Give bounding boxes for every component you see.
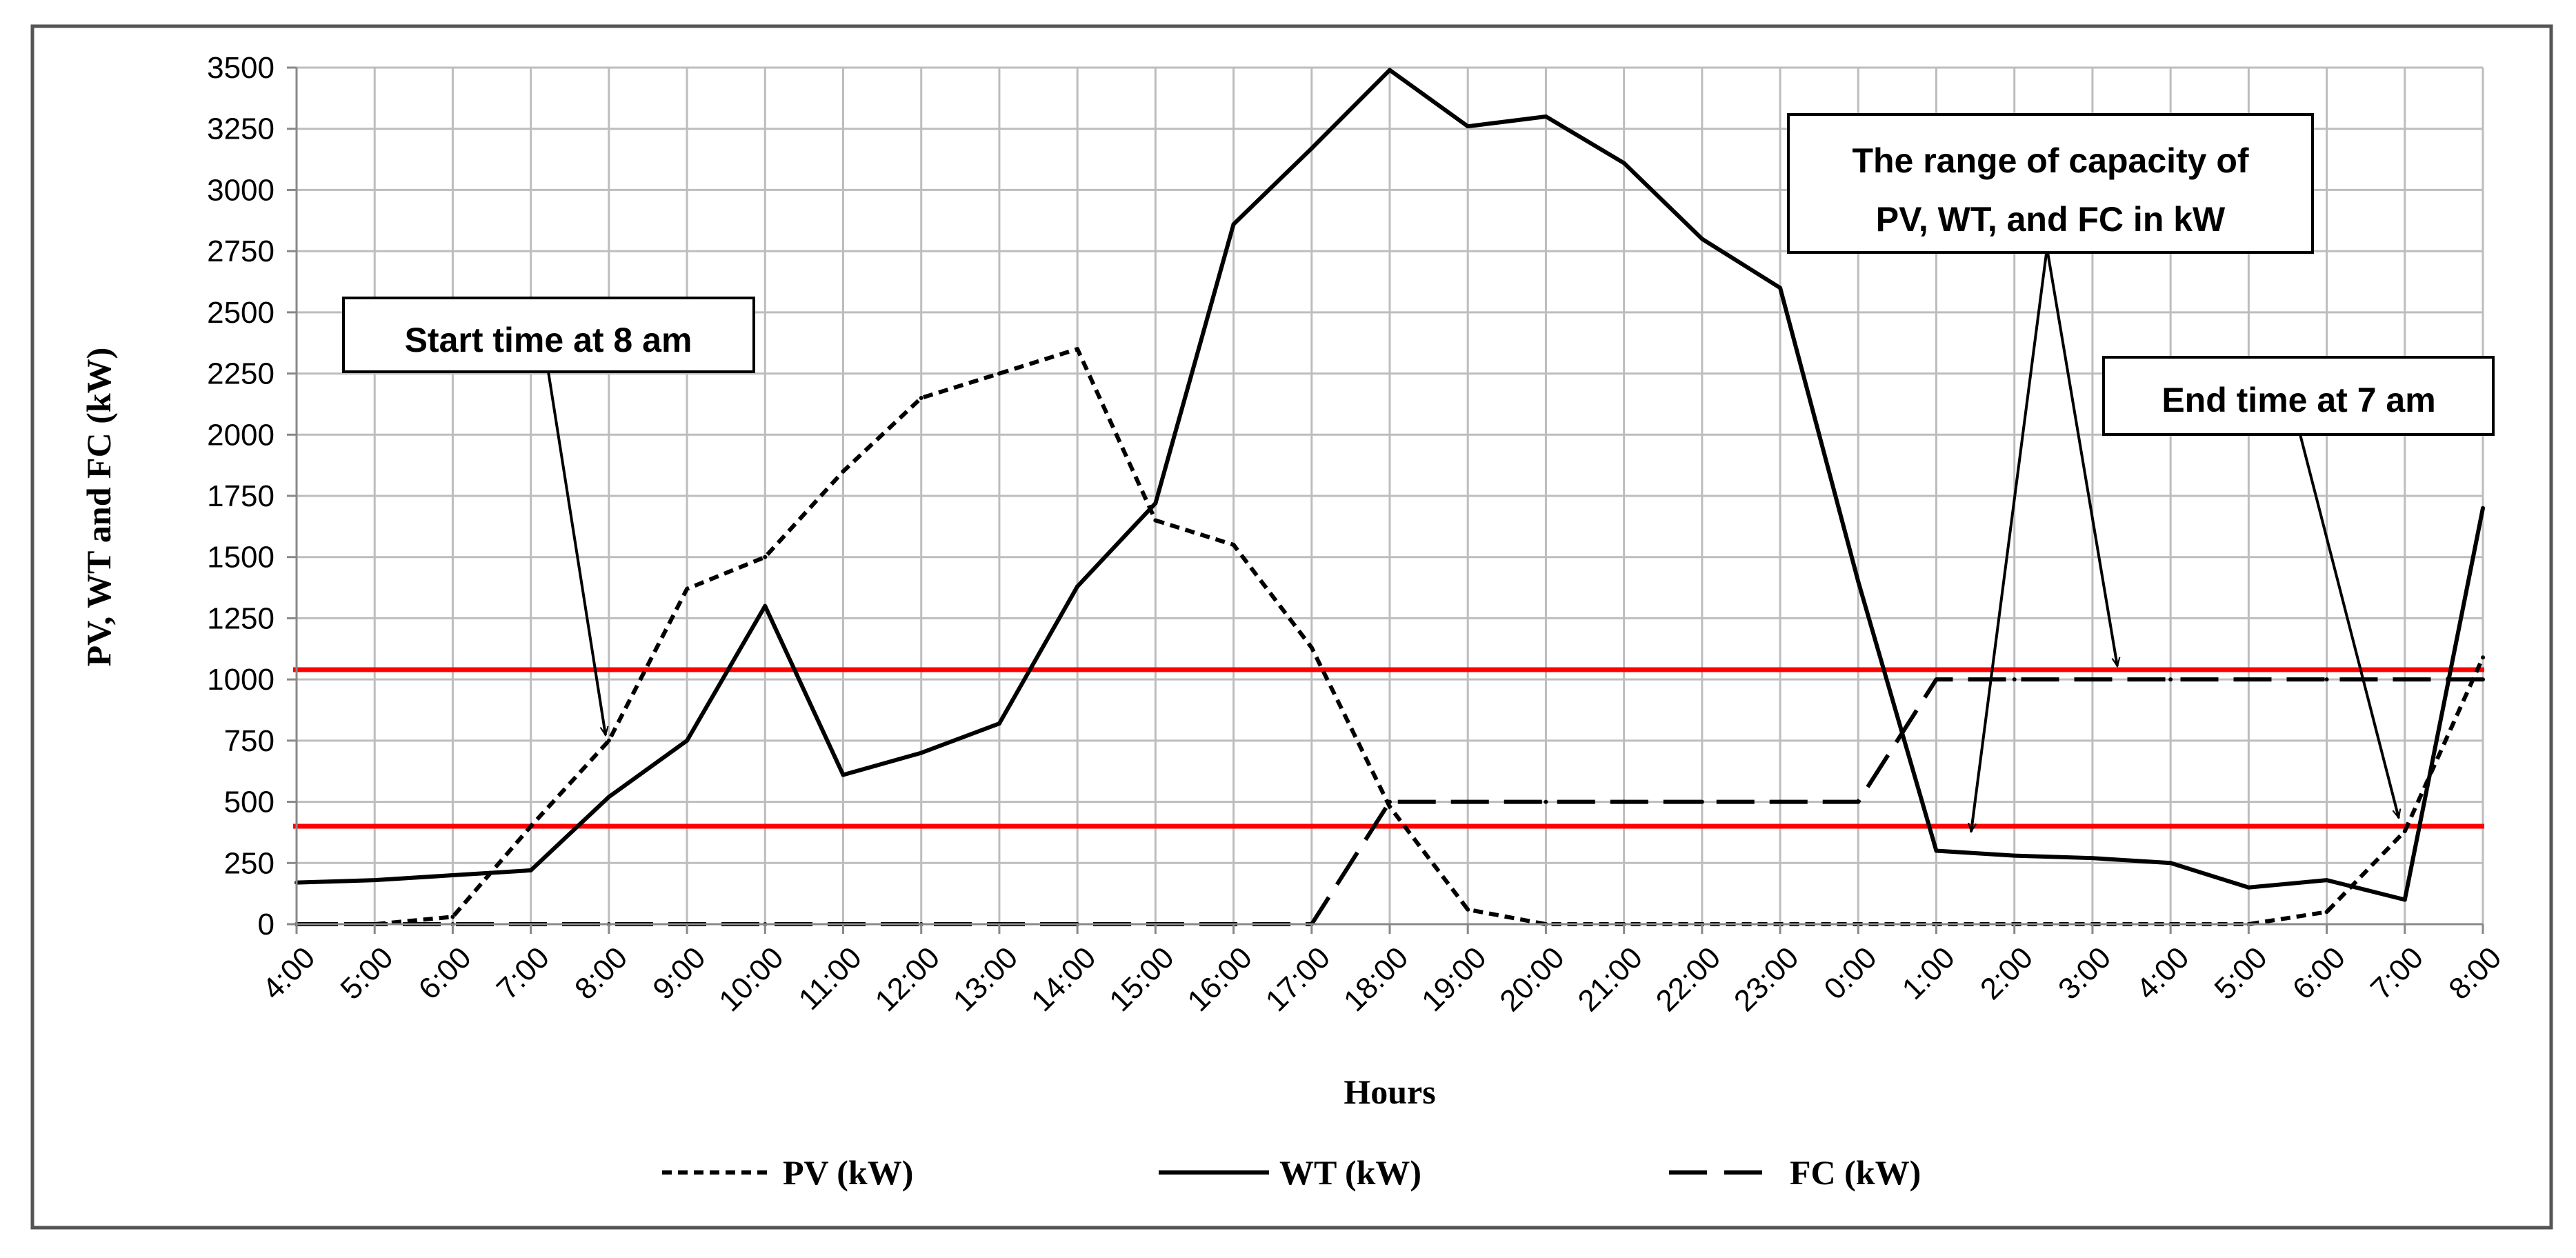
y-tick-label: 1250 (207, 601, 274, 635)
annotation-end-arrow (2299, 434, 2399, 818)
data-point (1934, 848, 1939, 853)
legend-label: FC (kW) (1790, 1153, 1921, 1192)
data-point (1856, 579, 1861, 584)
data-point (763, 603, 768, 608)
data-point (685, 738, 690, 743)
data-point (450, 915, 455, 919)
annotation-capacity-line2: PV, WT, and FC in kW (1876, 200, 2226, 239)
data-point (1466, 124, 1470, 129)
data-point (1153, 518, 1158, 523)
data-point (528, 868, 533, 872)
data-point (1231, 222, 1236, 227)
y-tick-label: 1500 (207, 541, 274, 575)
data-point (1778, 799, 1783, 804)
data-point (685, 586, 690, 591)
data-point (606, 738, 611, 743)
annotation-capacity-box (1787, 113, 2314, 254)
data-point (2324, 677, 2329, 682)
data-point (1309, 146, 1314, 151)
y-tick-label: 2500 (207, 296, 274, 330)
data-point (606, 795, 611, 799)
data-point (1388, 68, 1392, 72)
y-tick-label: 3500 (207, 51, 274, 85)
legend: PV (kW) WT (kW) FC (kW) (662, 1153, 1921, 1192)
legend-label: WT (kW) (1279, 1153, 1421, 1192)
data-point (2090, 856, 2095, 861)
data-point (1544, 799, 1548, 804)
data-point (919, 750, 923, 755)
data-point (2481, 655, 2485, 660)
data-point (2481, 677, 2485, 682)
data-point (2012, 853, 2017, 858)
data-point (919, 396, 923, 401)
data-point (1621, 161, 1626, 166)
annotation-end-box (2102, 356, 2495, 436)
annotation-start-text: Start time at 8 am (405, 321, 692, 359)
annotation-capacity-line1: The range of capacity of (1852, 141, 2248, 180)
data-point (1466, 799, 1470, 804)
y-tick-label: 3250 (207, 112, 274, 146)
data-point (2324, 910, 2329, 915)
annotation-start-box (342, 297, 755, 373)
y-axis-label: PV, WT and FC (kW) (79, 348, 118, 667)
y-tick-label: 500 (224, 786, 274, 819)
data-point (1231, 542, 1236, 547)
data-point (2090, 677, 2095, 682)
data-point (1544, 114, 1548, 119)
data-point (1075, 584, 1080, 589)
annotation-end-time: End time at 7 am (2102, 356, 2495, 818)
y-tick-label: 2250 (207, 357, 274, 391)
reference-lines (293, 667, 2484, 829)
data-point (1621, 799, 1626, 804)
data-point (997, 721, 1001, 726)
data-point (1856, 799, 1861, 804)
data-point (1388, 804, 1392, 809)
y-tick-label: 3000 (207, 173, 274, 207)
data-point (2246, 677, 2251, 682)
annotation-end-text: End time at 7 am (2161, 381, 2435, 419)
annotation-capacity-range: The range of capacity of PV, WT, and FC … (1787, 113, 2314, 832)
data-point (841, 469, 846, 474)
data-point (2402, 677, 2407, 682)
data-point (1075, 347, 1080, 352)
annotation-capacity-arrow-right (2046, 248, 2117, 666)
data-point (2324, 878, 2329, 883)
data-point (528, 824, 533, 829)
legend-label: PV (kW) (783, 1153, 913, 1192)
y-tick-label: 2750 (207, 234, 274, 268)
annotation-capacity-arrow-left (1971, 248, 2048, 832)
data-point (2481, 506, 2485, 510)
data-point (1309, 646, 1314, 650)
y-tick-label: 0 (258, 908, 274, 941)
data-point (1778, 286, 1783, 290)
y-tick-label: 1000 (207, 663, 274, 697)
data-point (1934, 677, 1939, 682)
data-point (2012, 677, 2017, 682)
x-axis-label: Hours (1344, 1072, 1435, 1111)
annotation-start-arrow (547, 371, 606, 735)
data-point (1699, 799, 1704, 804)
data-point (2168, 677, 2173, 682)
data-point (2168, 861, 2173, 866)
y-tick-label: 750 (224, 724, 274, 758)
data-point (1466, 907, 1470, 912)
data-point (997, 371, 1001, 376)
data-point (1388, 799, 1392, 804)
y-tick-label: 1750 (207, 479, 274, 513)
data-point (372, 878, 377, 883)
data-point (841, 772, 846, 777)
data-point (2246, 885, 2251, 890)
data-point (1153, 501, 1158, 506)
data-point (763, 555, 768, 559)
data-point (2402, 829, 2407, 834)
data-point (1699, 237, 1704, 241)
data-point (450, 873, 455, 878)
annotation-start-time: Start time at 8 am (342, 297, 755, 735)
y-tick-label: 2000 (207, 418, 274, 452)
data-point (2402, 897, 2407, 902)
y-tick-label: 250 (224, 846, 274, 880)
